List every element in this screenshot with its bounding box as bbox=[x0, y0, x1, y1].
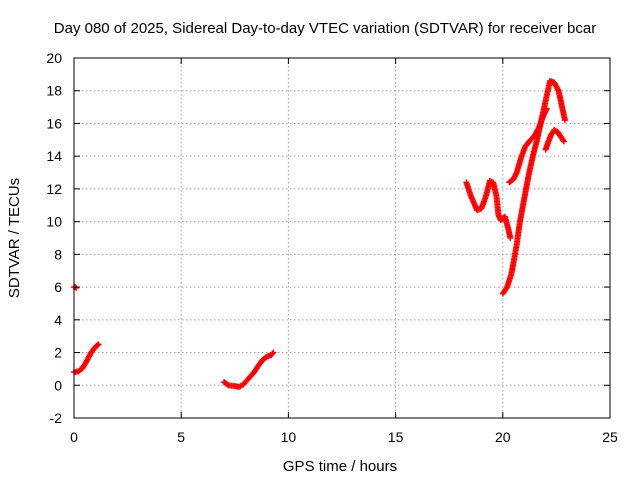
y-tick-label: 18 bbox=[46, 83, 62, 99]
data-point bbox=[561, 117, 568, 124]
data-point bbox=[543, 105, 550, 112]
data-point bbox=[560, 138, 567, 145]
y-tick-label: 2 bbox=[54, 345, 62, 361]
y-tick-label: -2 bbox=[50, 410, 63, 426]
y-tick-label: 12 bbox=[46, 181, 62, 197]
y-tick-label: 10 bbox=[46, 214, 62, 230]
y-tick-label: 14 bbox=[46, 148, 62, 164]
data-point bbox=[270, 349, 277, 356]
x-tick-label: 10 bbox=[281, 429, 297, 445]
data-points bbox=[71, 77, 568, 390]
data-point bbox=[269, 350, 276, 357]
x-tick-label: 15 bbox=[388, 429, 404, 445]
x-tick-label: 25 bbox=[602, 429, 618, 445]
grid-lines bbox=[74, 58, 610, 418]
y-tick-label: 6 bbox=[54, 279, 62, 295]
x-tick-label: 20 bbox=[495, 429, 511, 445]
data-point bbox=[507, 235, 514, 241]
y-tick-label: 16 bbox=[46, 115, 62, 131]
y-axis-label: SDTVAR / TECUs bbox=[6, 178, 23, 298]
x-axis-label: GPS time / hours bbox=[283, 458, 397, 475]
chart-title: Day 080 of 2025, Sidereal Day-to-day VTE… bbox=[54, 20, 596, 37]
plot-frame bbox=[73, 57, 611, 419]
y-tick-label: 4 bbox=[54, 312, 62, 328]
data-point bbox=[560, 137, 567, 144]
axis-ticks: 0 5 10 15 20 25 -2 0 2 4 6 8 10 12 14 16 18 20 bbox=[46, 50, 618, 445]
data-point bbox=[95, 341, 102, 348]
y-tick-label: 8 bbox=[54, 246, 62, 262]
x-tick-label: 0 bbox=[70, 429, 78, 445]
y-tick-label: 20 bbox=[46, 50, 62, 66]
x-tick-label: 5 bbox=[177, 429, 185, 445]
data-point bbox=[94, 342, 101, 349]
y-tick-label: 0 bbox=[54, 377, 62, 393]
